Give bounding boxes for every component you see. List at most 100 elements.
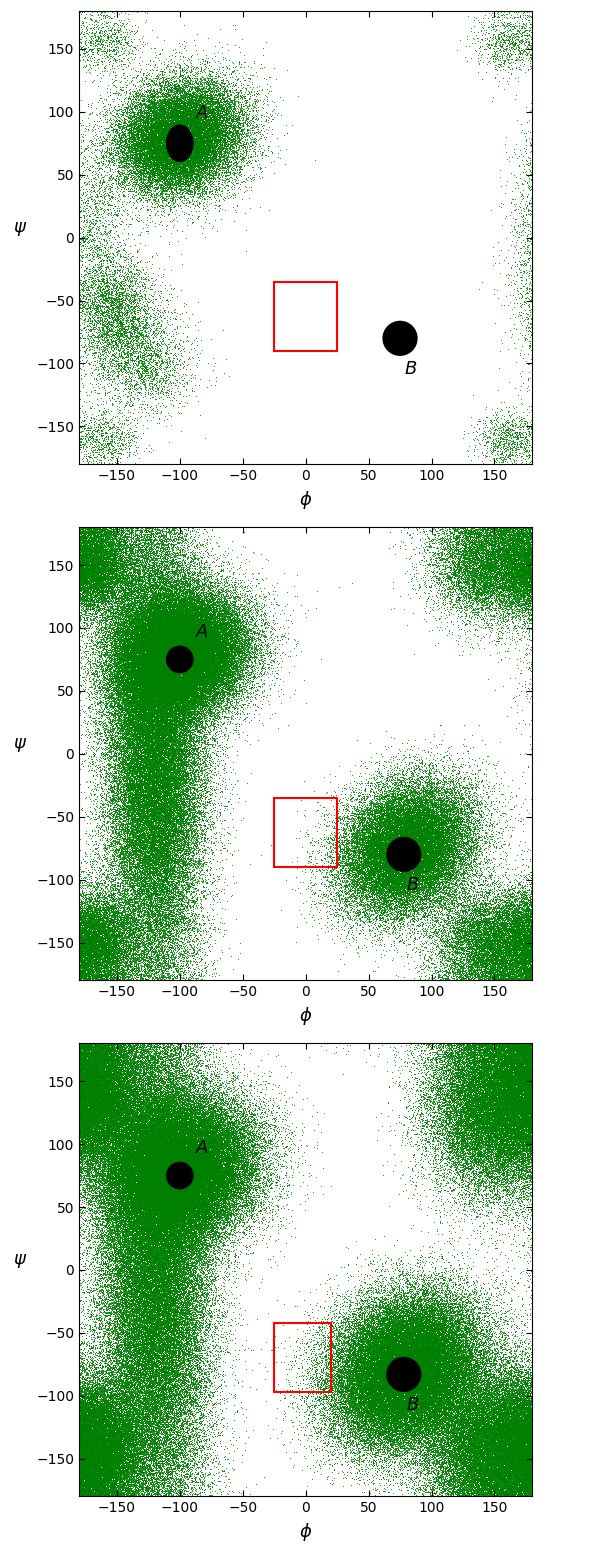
Point	[479, 1105, 489, 1130]
Point	[417, 1377, 426, 1402]
Point	[79, 533, 89, 558]
Point	[424, 1335, 434, 1360]
Point	[465, 962, 475, 987]
Point	[146, 1192, 156, 1217]
Point	[119, 1232, 128, 1257]
Point	[91, 606, 101, 631]
Point	[438, 549, 447, 573]
Point	[141, 1221, 151, 1246]
Point	[75, 1124, 85, 1148]
Point	[397, 858, 406, 883]
Point	[114, 1256, 123, 1280]
Point	[119, 761, 129, 786]
Point	[383, 831, 393, 856]
Point	[179, 138, 189, 163]
Point	[430, 858, 439, 883]
Point	[84, 1125, 94, 1150]
Point	[232, 608, 242, 632]
Point	[96, 1164, 106, 1189]
Point	[144, 569, 154, 594]
Point	[154, 623, 164, 648]
Point	[476, 564, 486, 589]
Point	[83, 1089, 93, 1114]
Point	[409, 1349, 418, 1374]
Point	[439, 811, 448, 836]
Point	[360, 1378, 370, 1403]
Point	[171, 1138, 181, 1162]
Point	[477, 1096, 486, 1120]
Point	[168, 639, 178, 664]
Point	[150, 704, 160, 729]
Point	[380, 807, 390, 831]
Point	[503, 1451, 512, 1476]
Point	[522, 1469, 532, 1493]
Point	[113, 326, 123, 351]
Point	[429, 1347, 439, 1372]
Point	[468, 1442, 477, 1467]
Point	[163, 90, 172, 115]
Point	[139, 1147, 149, 1172]
Point	[170, 625, 179, 650]
Point	[171, 710, 181, 735]
Point	[85, 1427, 95, 1451]
Point	[138, 684, 147, 709]
Point	[409, 744, 418, 769]
Point	[152, 1349, 161, 1374]
Point	[191, 106, 200, 131]
Point	[161, 1201, 170, 1226]
Point	[429, 1347, 439, 1372]
Point	[76, 1400, 85, 1425]
Point	[467, 1091, 476, 1116]
Point	[191, 1189, 200, 1214]
Point	[188, 1313, 197, 1338]
Point	[470, 1108, 480, 1133]
Point	[104, 1399, 113, 1423]
Point	[217, 1124, 226, 1148]
Point	[498, 1450, 508, 1475]
Point	[501, 1092, 511, 1117]
Point	[122, 646, 132, 671]
Point	[394, 1305, 404, 1330]
Point	[495, 1083, 504, 1108]
Point	[97, 1184, 107, 1209]
Point	[98, 1097, 108, 1122]
Point	[202, 101, 211, 126]
Point	[174, 608, 184, 632]
Point	[181, 1136, 191, 1161]
Point	[164, 159, 174, 183]
Point	[180, 721, 190, 746]
Point	[175, 600, 184, 625]
Point	[147, 1354, 157, 1378]
Point	[182, 1274, 192, 1299]
Point	[124, 1106, 134, 1131]
Point	[483, 1475, 493, 1500]
Point	[474, 1385, 484, 1409]
Point	[524, 1164, 534, 1189]
Point	[78, 949, 87, 974]
Point	[153, 1161, 163, 1186]
Point	[123, 1453, 133, 1478]
Point	[505, 1134, 515, 1159]
Point	[75, 923, 84, 948]
Point	[161, 634, 170, 659]
Point	[521, 1102, 531, 1127]
Point	[414, 1476, 423, 1501]
Point	[495, 1403, 505, 1428]
Point	[368, 807, 378, 831]
Point	[517, 1441, 526, 1465]
Point	[159, 620, 169, 645]
Point	[476, 922, 485, 946]
Point	[120, 595, 130, 620]
Point	[88, 763, 98, 788]
Point	[169, 559, 178, 584]
Point	[155, 637, 164, 662]
Point	[100, 1117, 110, 1142]
Point	[175, 642, 185, 667]
Point	[209, 110, 219, 135]
Point	[523, 1455, 532, 1479]
Point	[133, 1178, 143, 1203]
Point	[524, 929, 533, 954]
Point	[151, 1172, 161, 1197]
Point	[143, 783, 153, 808]
Point	[144, 747, 154, 772]
